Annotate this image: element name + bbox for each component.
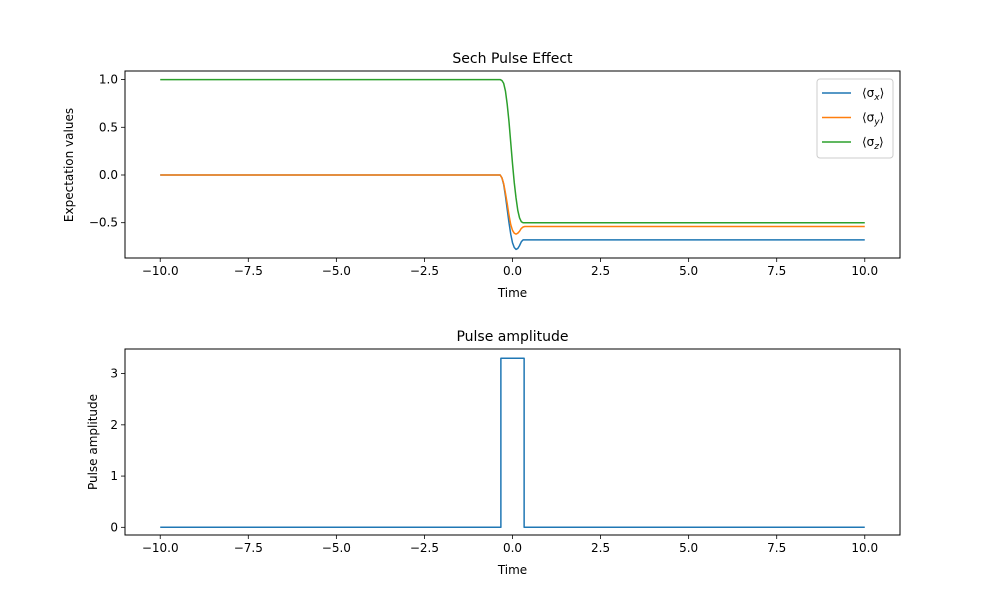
y-axis-label: Pulse amplitude xyxy=(86,394,100,490)
x-tick-label: −2.5 xyxy=(410,541,439,555)
x-tick-label: −10.0 xyxy=(142,541,179,555)
x-tick-label: 7.5 xyxy=(767,264,786,278)
y-axis-label: Expectation values xyxy=(62,108,76,222)
x-tick-label: 0.0 xyxy=(503,264,522,278)
x-tick-label: −5.0 xyxy=(322,541,351,555)
legend-label-z: ⟨σz⟩ xyxy=(862,135,884,152)
x-tick-label: 2.5 xyxy=(591,264,610,278)
x-tick-label: −2.5 xyxy=(410,264,439,278)
y-tick-label: 1.0 xyxy=(99,73,118,87)
pulse-amplitude-chart: Pulse amplitude −10.0 −7.5 −5.0 −2.5 0.0 2.5 5… xyxy=(86,329,901,577)
plot-area xyxy=(160,78,865,251)
legend-label-x: ⟨σx⟩ xyxy=(862,86,884,103)
x-tick-label: −5.0 xyxy=(322,264,351,278)
y-axis: 1.0 0.5 0.0 −0.5 xyxy=(89,73,125,230)
y-tick-label: 0.5 xyxy=(99,120,118,134)
x-tick-label: 0.0 xyxy=(503,541,522,555)
x-tick-label: −7.5 xyxy=(234,264,263,278)
y-tick-label: 3 xyxy=(110,367,118,381)
y-tick-label: 0.0 xyxy=(99,168,118,182)
y-tick-label: 1 xyxy=(110,469,118,483)
legend-box xyxy=(816,78,894,159)
x-tick-label: 5.0 xyxy=(679,541,698,555)
x-tick-label: 7.5 xyxy=(767,541,786,555)
x-axis: −10.0 −7.5 −5.0 −2.5 0.0 2.5 5.0 7.5 10.0 xyxy=(142,258,878,278)
x-axis: −10.0 −7.5 −5.0 −2.5 0.0 2.5 5.0 7.5 10.0 xyxy=(142,535,878,555)
y-tick-label: 0 xyxy=(110,520,118,534)
legend-label-y: ⟨σy⟩ xyxy=(862,111,884,128)
legend: ⟨σx⟩ ⟨σy⟩ ⟨σz⟩ xyxy=(816,78,894,159)
series-line-0 xyxy=(160,357,865,529)
x-tick-label: 10.0 xyxy=(851,264,878,278)
plot-area xyxy=(160,357,865,529)
x-tick-label: 5.0 xyxy=(679,264,698,278)
expectation-values-chart: Sech Pulse Effect −10.0 −7.5 −5.0 −2.5 0.0 2.… xyxy=(62,51,901,300)
series-line-y xyxy=(160,174,865,235)
chart-title: Sech Pulse Effect xyxy=(452,51,573,67)
x-axis-label: Time xyxy=(497,563,527,577)
x-tick-label: 2.5 xyxy=(591,541,610,555)
x-tick-label: −7.5 xyxy=(234,541,263,555)
x-axis-label: Time xyxy=(497,286,527,300)
x-tick-label: −10.0 xyxy=(142,264,179,278)
y-tick-label: 2 xyxy=(110,418,118,432)
chart-title: Pulse amplitude xyxy=(456,329,568,345)
x-tick-label: 10.0 xyxy=(851,541,878,555)
series-line-z xyxy=(160,78,865,224)
y-tick-label: −0.5 xyxy=(89,216,118,230)
y-axis: 3 2 1 0 xyxy=(110,367,125,534)
